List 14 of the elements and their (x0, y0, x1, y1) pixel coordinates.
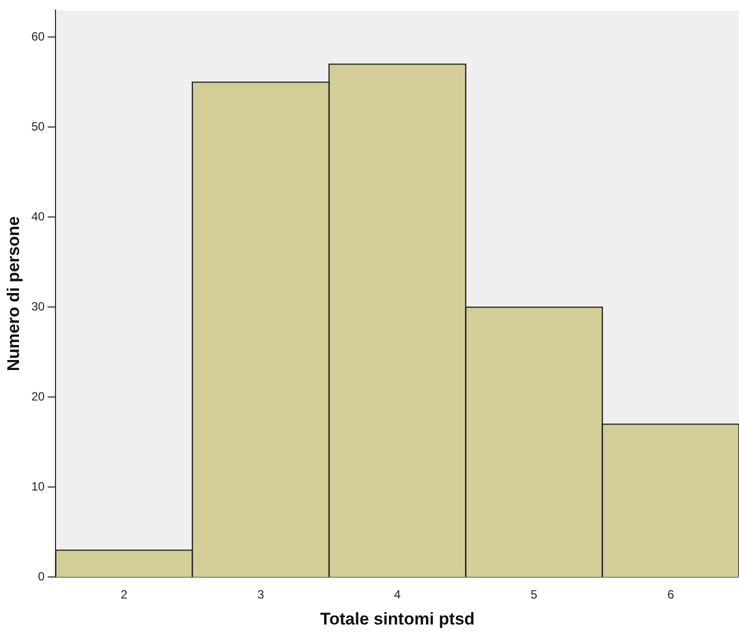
y-axis-title: Numero di persone (4, 216, 23, 372)
y-tick-label: 30 (31, 300, 46, 314)
y-tick-label: 60 (31, 30, 46, 44)
x-tick-label: 5 (530, 588, 538, 602)
y-tick-label: 40 (31, 210, 46, 224)
y-tick-label: 0 (38, 570, 46, 584)
x-tick-label: 2 (120, 588, 128, 602)
x-axis-title: Totale sintomi ptsd (320, 609, 475, 628)
x-tick-label: 6 (667, 588, 674, 602)
x-tick-label: 3 (257, 588, 264, 602)
y-tick-label: 50 (31, 120, 46, 134)
y-tick-label: 10 (31, 480, 46, 494)
y-tick-label: 20 (31, 390, 46, 404)
x-tick-label: 4 (394, 588, 402, 602)
